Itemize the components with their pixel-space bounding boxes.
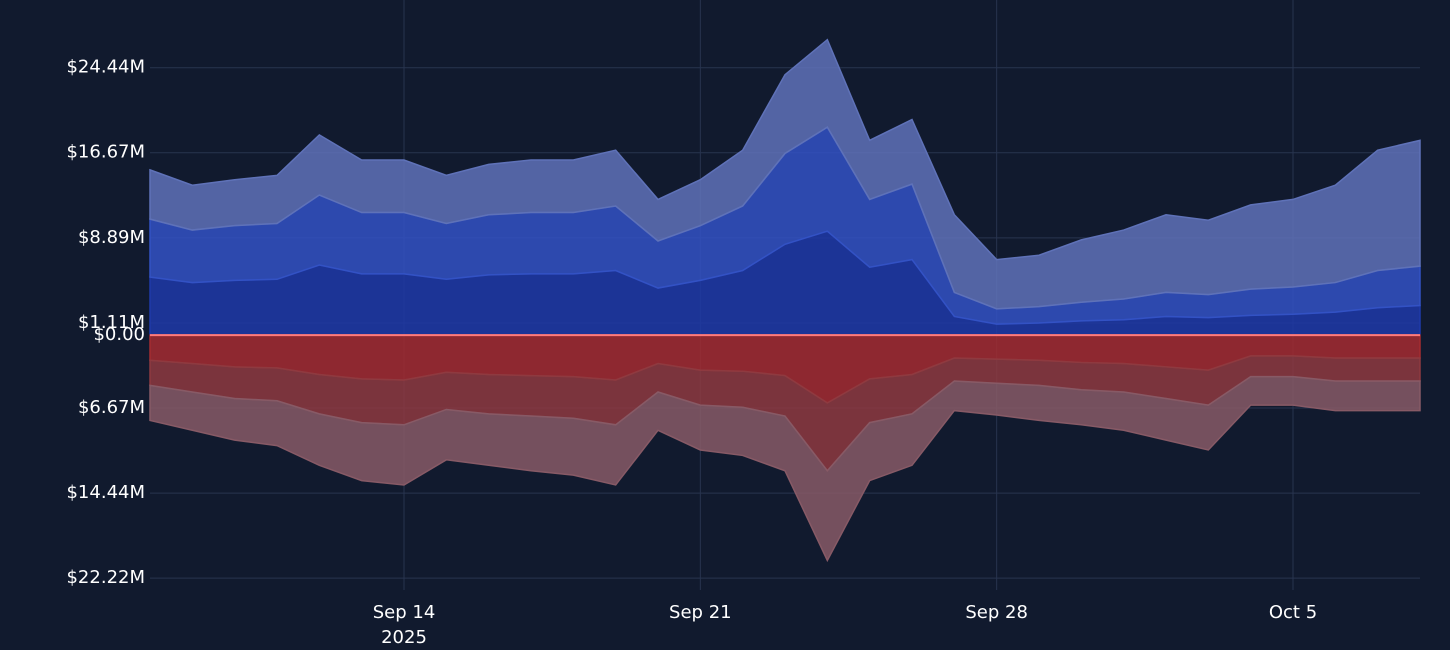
area — [149, 375, 1421, 563]
x-tick-label: Sep 28 — [965, 602, 1028, 623]
y-tick-label: $14.44M — [66, 482, 145, 503]
area — [149, 38, 1421, 310]
y-tick-label: $0.00 — [93, 324, 145, 345]
y-tick-label: $1.11M — [78, 312, 145, 333]
y-tick-label: $6.67M — [78, 397, 145, 418]
x-tick-year: 2025 — [381, 627, 427, 648]
x-tick-label: Sep 14 — [373, 602, 436, 623]
x-tick-label: Sep 21 — [669, 602, 732, 623]
x-tick-label: Oct 5 — [1269, 602, 1317, 623]
y-tick-label: $22.22M — [66, 567, 145, 588]
y-tick-label: $16.67M — [66, 142, 145, 163]
y-tick-label: $8.89M — [78, 227, 145, 248]
y-tick-label: $24.44M — [66, 57, 145, 78]
